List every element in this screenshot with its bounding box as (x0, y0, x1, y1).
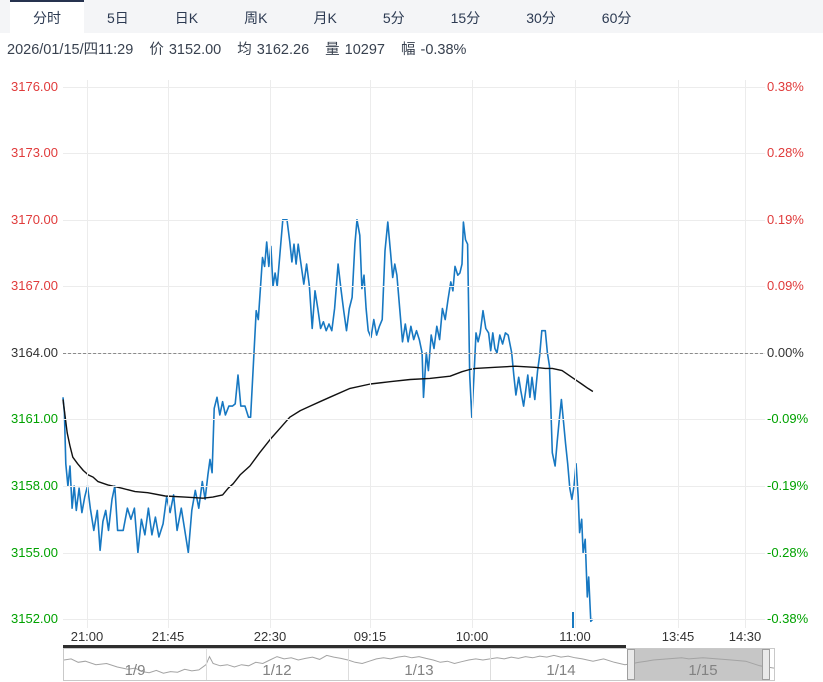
percent-axis-label: 0.19% (767, 212, 804, 227)
period-tab-3[interactable]: 周K (244, 9, 268, 26)
period-tab-bar: 分时 5日 日K 周K 月K 5分 15分 30分 60分 (0, 0, 823, 33)
quote-datetime: 2026/01/15/四11:29 (7, 41, 134, 58)
x-axis-label: 09:15 (353, 629, 387, 644)
price-axis-label: 3173.00 (11, 145, 58, 160)
percent-axis-label: 0.28% (767, 145, 804, 160)
percent-axis-label: -0.28% (767, 545, 809, 560)
reference-price-line (63, 353, 763, 354)
x-axis-label: 21:45 (151, 629, 185, 644)
quote-price-group: 价 3152.00 (149, 38, 221, 59)
volume-label: 量 (325, 41, 340, 58)
percent-axis-label: 0.38% (767, 79, 804, 94)
navigator-right-handle[interactable] (762, 649, 770, 680)
price-axis-label: 3170.00 (11, 212, 58, 227)
vertical-gridline (270, 80, 271, 628)
quote-average-group: 均 3162.26 (237, 38, 309, 59)
period-tab-0[interactable]: 分时 (10, 0, 84, 33)
horizontal-gridline (63, 619, 765, 620)
price-axis-label: 3152.00 (11, 611, 58, 626)
vertical-gridline (168, 80, 169, 628)
percent-axis-label: -0.19% (767, 478, 809, 493)
navigator-date-label: 1/9 (124, 662, 146, 679)
period-tab-8[interactable]: 60分 (601, 9, 632, 26)
price-axis-label: 3158.00 (11, 478, 58, 493)
price-label: 价 (149, 41, 164, 58)
x-axis-label: 10:00 (455, 629, 489, 644)
quote-volume-group: 量 10297 (325, 38, 385, 59)
period-tab-2[interactable]: 日K (174, 9, 199, 26)
horizontal-gridline (63, 553, 765, 554)
navigator-top-bar (63, 645, 626, 648)
quote-info-bar: 2026/01/15/四11:29 价 3152.00 均 3162.26 量 102… (0, 33, 823, 63)
horizontal-gridline (63, 419, 765, 420)
navigator-date-label: 1/15 (688, 662, 718, 679)
quote-change-group: 幅 -0.38% (401, 38, 466, 59)
x-axis-label: 14:30 (728, 629, 762, 644)
vertical-gridline (370, 80, 371, 628)
price-axis-label: 3161.00 (11, 411, 58, 426)
price-axis-label: 3164.00 (11, 345, 58, 360)
vertical-gridline (472, 80, 473, 628)
horizontal-gridline (63, 286, 765, 287)
x-axis-label: 13:45 (661, 629, 695, 644)
current-time-tick (572, 612, 574, 628)
vertical-gridline (678, 80, 679, 628)
navigator-left-handle[interactable] (627, 649, 635, 680)
percent-axis-label: -0.38% (767, 611, 809, 626)
navigator-date-label: 1/13 (404, 662, 434, 679)
navigator-date-label: 1/14 (546, 662, 576, 679)
change-value: -0.38% (420, 41, 467, 58)
price-axis-label: 3176.00 (11, 79, 58, 94)
period-tab-4[interactable]: 月K (313, 9, 337, 26)
vertical-gridline (87, 80, 88, 628)
horizontal-gridline (63, 220, 765, 221)
period-tab-6[interactable]: 15分 (450, 9, 481, 26)
navigator-section-divider (490, 649, 491, 680)
vertical-gridline (575, 80, 576, 628)
period-tab-5[interactable]: 5分 (382, 9, 405, 26)
period-tab-1[interactable]: 5日 (107, 9, 129, 26)
price-value: 3152.00 (168, 41, 222, 58)
period-tab-7[interactable]: 30分 (526, 9, 556, 26)
navigator-section-divider (206, 649, 207, 680)
navigator-section-divider (348, 649, 349, 680)
average-label: 均 (237, 41, 252, 58)
horizontal-gridline (63, 87, 765, 88)
price-axis-label: 3167.00 (11, 278, 58, 293)
x-axis-label: 21:00 (70, 629, 104, 644)
change-label: 幅 (400, 41, 416, 58)
vertical-gridline (745, 80, 746, 628)
x-axis-label: 11:00 (559, 629, 591, 644)
price-axis-label: 3155.00 (11, 545, 58, 560)
average-value: 3162.26 (256, 41, 310, 58)
percent-axis-label: -0.09% (767, 411, 809, 426)
percent-axis-label: 0.00% (767, 345, 804, 360)
date-range-navigator[interactable]: 1/9 1/12 1/13 1/14 1/15 (63, 648, 775, 681)
volume-value: 10297 (344, 41, 385, 58)
percent-axis-label: 0.09% (767, 278, 804, 293)
x-axis-label: 22:30 (253, 629, 287, 644)
horizontal-gridline (63, 486, 765, 487)
horizontal-gridline (63, 153, 765, 154)
navigator-date-label: 1/12 (262, 662, 292, 679)
